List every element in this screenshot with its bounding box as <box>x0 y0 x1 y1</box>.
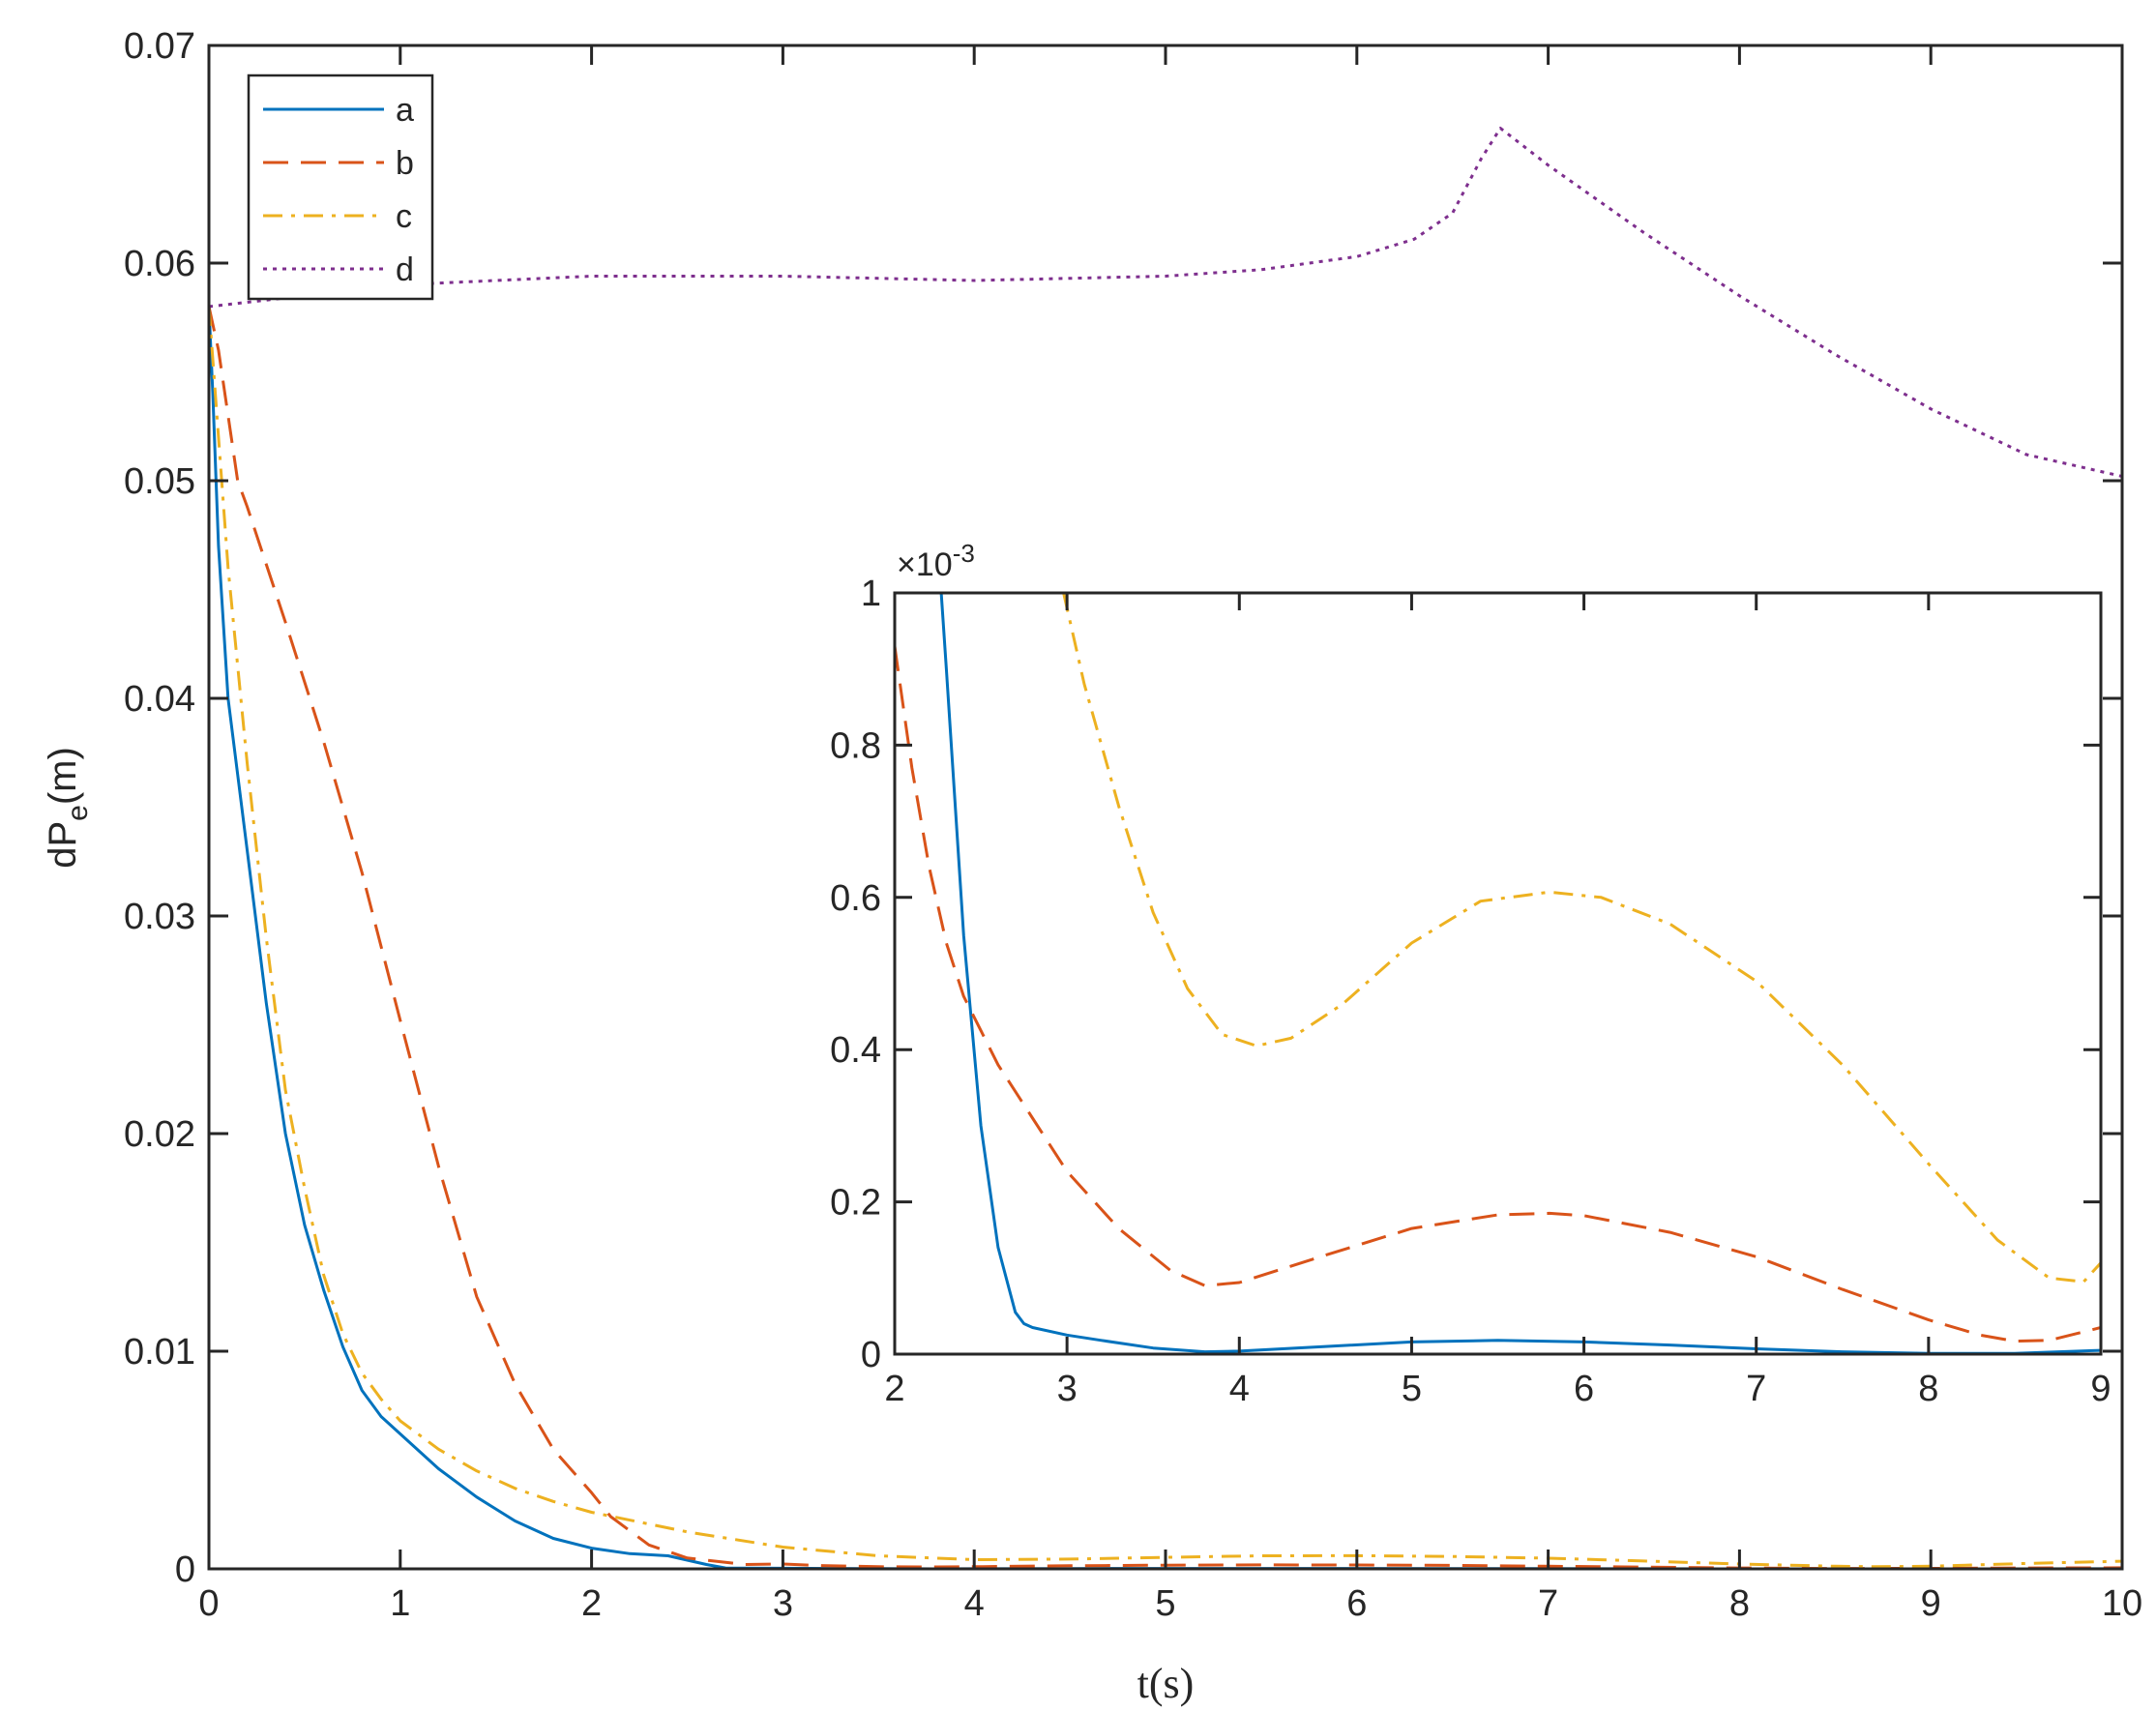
legend-box <box>247 74 434 301</box>
legend-label-b: b <box>396 145 414 182</box>
main-x-tick-label: 0 <box>198 1583 219 1624</box>
inset-y-tick-label: 0.6 <box>830 878 881 919</box>
inset-x-tick-label: 6 <box>1574 1369 1594 1409</box>
main-y-tick-label: 0.02 <box>124 1114 195 1155</box>
inset-series-a <box>939 593 2101 1354</box>
inset-x-axis: 2 3 4 5 6 7 8 9 <box>884 593 2112 1409</box>
inset-axis-multiplier: ×10-3 <box>897 539 975 583</box>
inset-plot-frame <box>893 591 2103 1356</box>
main-x-axis: 0 1 2 3 4 5 6 7 8 9 10 <box>198 45 2142 1624</box>
inset-y-tick-label: 1 <box>861 574 881 614</box>
main-x-tick-label: 9 <box>1921 1583 1941 1624</box>
inset-x-tick-label: 8 <box>1918 1369 1938 1409</box>
main-x-tick-label: 5 <box>1155 1583 1175 1624</box>
y-axis-label: dPe(m) <box>42 747 94 869</box>
inset-y-tick-label: 0.8 <box>830 725 881 766</box>
main-x-tick-label: 4 <box>964 1583 985 1624</box>
main-x-tick-label: 3 <box>773 1583 793 1624</box>
main-series-b <box>209 306 2122 1569</box>
inset-x-tick-label: 9 <box>2090 1369 2111 1409</box>
main-y-axis: 0 0.01 0.02 0.03 0.04 0.05 0.06 0.07 <box>124 26 2122 1590</box>
main-y-tick-label: 0.07 <box>124 26 195 67</box>
inset-y-tick-label: 0.2 <box>830 1183 881 1224</box>
inset-plot-area <box>895 593 2101 1354</box>
main-y-tick-label: 0.03 <box>124 897 195 937</box>
main-y-tick-label: 0.01 <box>124 1332 195 1373</box>
main-x-tick-label: 10 <box>2102 1583 2142 1624</box>
inset-y-tick-label: 0 <box>861 1335 881 1375</box>
x-axis-label: t(s) <box>1137 1660 1195 1707</box>
legend-label-a: a <box>396 92 414 129</box>
inset-x-tick-label: 2 <box>884 1369 904 1409</box>
main-x-tick-label: 7 <box>1538 1583 1558 1624</box>
legend-label-c: c <box>396 198 412 235</box>
inset-series-group <box>895 593 2101 1354</box>
main-y-tick-label: 0.05 <box>124 461 195 502</box>
main-x-tick-label: 2 <box>581 1583 602 1624</box>
main-y-tick-label: 0 <box>175 1550 195 1590</box>
inset-y-tick-label: 0.4 <box>830 1030 881 1071</box>
inset-x-tick-label: 4 <box>1229 1369 1250 1409</box>
main-y-tick-label: 0.06 <box>124 244 195 284</box>
inset-series-b <box>895 645 2101 1343</box>
main-x-tick-label: 6 <box>1346 1583 1367 1624</box>
main-series-d <box>209 127 2122 478</box>
inset-x-tick-label: 7 <box>1746 1369 1766 1409</box>
inset-series-c <box>1062 593 2101 1284</box>
legend-label-d: d <box>396 251 414 288</box>
main-x-tick-label: 1 <box>390 1583 410 1624</box>
main-y-tick-label: 0.04 <box>124 679 195 720</box>
inset-y-axis: 0 0.2 0.4 0.6 0.8 1 <box>830 574 2101 1375</box>
inset-x-tick-label: 3 <box>1057 1369 1078 1409</box>
main-x-tick-label: 8 <box>1729 1583 1750 1624</box>
inset-x-tick-label: 5 <box>1402 1369 1422 1409</box>
